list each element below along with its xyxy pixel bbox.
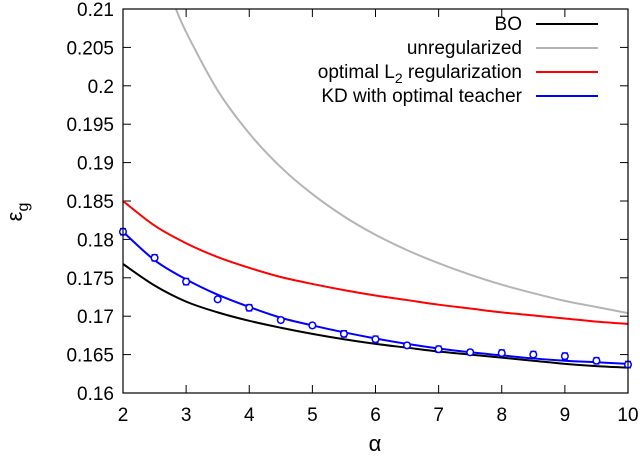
y-tick-label: 0.16 — [77, 384, 114, 405]
data-point — [150, 253, 159, 262]
y-tick-label: 0.185 — [66, 192, 114, 213]
data-point — [308, 321, 317, 330]
legend-label-bo: BO — [495, 14, 522, 35]
legend: BO unregularized optimal L2 regularizati… — [318, 14, 598, 107]
y-tick-label: 0.18 — [77, 230, 114, 251]
y-tick-label: 0.175 — [66, 269, 114, 290]
legend-label-l2-sub: 2 — [395, 70, 403, 86]
y-axis-label-main: ε — [2, 211, 27, 221]
x-axis-label: α — [369, 431, 382, 456]
data-point — [497, 349, 506, 358]
x-tick-label: 5 — [307, 405, 318, 426]
series-line-optimal-l2-regularization — [123, 200, 628, 325]
legend-label-l2-main: optimal L — [318, 62, 395, 83]
y-tick-label: 0.21 — [77, 0, 114, 21]
x-tick-label: 10 — [617, 405, 638, 426]
y-tick-label: 0.19 — [77, 154, 114, 175]
x-tick-label: 8 — [496, 405, 507, 426]
data-point — [592, 356, 601, 365]
data-point — [371, 335, 380, 344]
y-tick-label: 0.195 — [66, 115, 114, 136]
y-tick-label: 0.205 — [66, 38, 114, 59]
markers-layer — [118, 227, 633, 369]
data-point — [276, 315, 285, 325]
data-point — [182, 277, 191, 286]
plot-frame — [122, 8, 629, 394]
y-axis-label: εg — [2, 203, 32, 222]
x-tick-label: 3 — [181, 405, 192, 426]
y-axis-label-sub: g — [15, 203, 32, 212]
legend-label-l2: optimal L2 regularization — [318, 62, 522, 86]
y-tick-label: 0.165 — [66, 346, 114, 367]
x-tick-label: 9 — [560, 405, 571, 426]
data-point — [434, 345, 443, 354]
data-point — [403, 341, 412, 350]
legend-label-l2-rest: regularization — [403, 62, 522, 83]
y-tick-label: 0.2 — [88, 77, 114, 98]
data-point — [529, 350, 538, 359]
x-tick-label: 2 — [118, 405, 129, 426]
series-line-bo — [123, 263, 628, 369]
y-tick-label: 0.17 — [77, 307, 114, 328]
x-tick-label: 4 — [244, 405, 255, 426]
ticks-layer: 0.160.1650.170.1750.180.1850.190.1950.20… — [66, 0, 638, 426]
data-point — [339, 329, 348, 338]
data-point — [560, 352, 569, 361]
legend-label-kd: KD with optimal teacher — [321, 86, 522, 107]
data-point — [466, 348, 475, 357]
data-point — [245, 303, 254, 312]
series-layer — [123, 9, 628, 369]
legend-label-unregularized: unregularized — [407, 38, 522, 59]
x-tick-label: 6 — [370, 405, 381, 426]
x-tick-label: 7 — [433, 405, 444, 426]
series-line-unregularized — [174, 9, 628, 315]
data-point — [213, 295, 222, 304]
